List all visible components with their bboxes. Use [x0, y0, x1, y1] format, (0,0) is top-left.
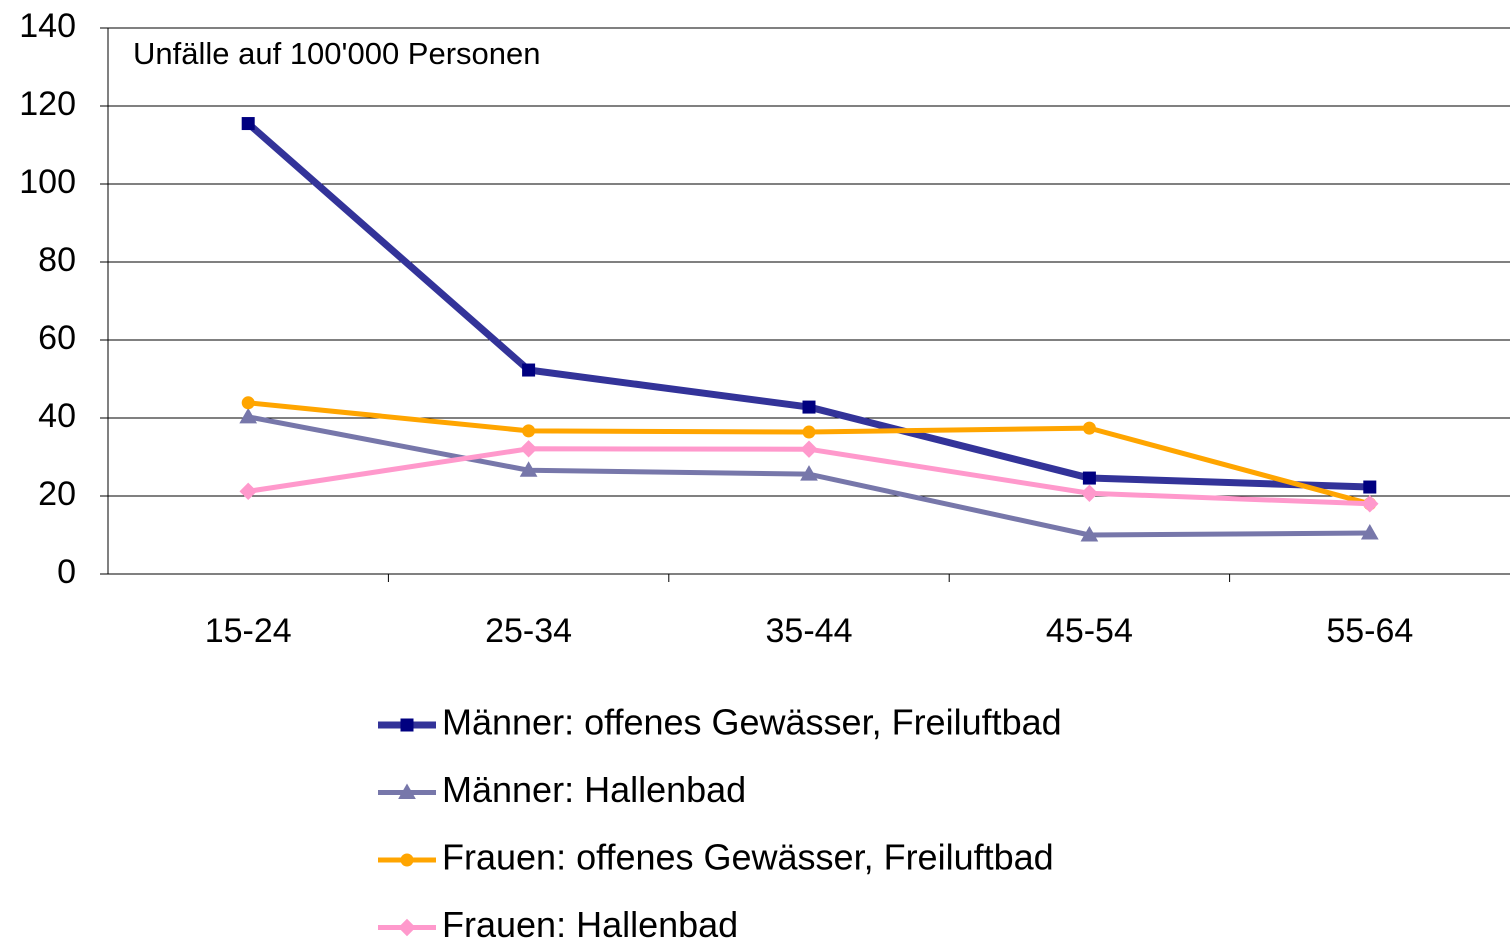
marker: [400, 718, 414, 732]
legend-label: Frauen: Hallenbad: [442, 904, 738, 944]
x-tick-label: 15-24: [205, 612, 292, 650]
marker: [800, 440, 818, 458]
marker: [522, 363, 536, 377]
y-tick-label: 40: [38, 397, 76, 435]
x-tick-label: 25-34: [485, 612, 572, 650]
annotation: Unfälle auf 100'000 Personen: [133, 36, 541, 71]
marker: [1082, 421, 1096, 435]
marker: [241, 117, 255, 131]
x-tick-label: 35-44: [766, 612, 853, 650]
marker: [519, 440, 538, 458]
legend-label: Frauen: offenes Gewässer, Freiluftbad: [442, 837, 1054, 878]
marker: [1080, 484, 1099, 502]
marker: [1082, 471, 1096, 485]
y-tick-label: 100: [19, 163, 76, 201]
marker: [239, 407, 258, 424]
marker: [522, 424, 536, 438]
y-tick-label: 20: [38, 475, 76, 513]
marker: [241, 396, 255, 410]
y-tick-label: 0: [57, 553, 76, 591]
marker: [1080, 525, 1099, 542]
y-tick-label: 60: [38, 319, 76, 357]
marker: [802, 400, 816, 414]
marker: [1363, 480, 1377, 494]
marker: [239, 482, 257, 501]
marker: [398, 918, 416, 937]
marker: [1360, 524, 1379, 540]
x-tick-label: 45-54: [1046, 612, 1133, 650]
marker: [800, 465, 818, 481]
y-tick-label: 80: [38, 241, 76, 279]
legend-item: Männer: Hallenbad: [378, 769, 746, 810]
marker: [1361, 495, 1379, 513]
legend-item: Frauen: offenes Gewässer, Freiluftbad: [378, 837, 1054, 878]
x-tick-label: 55-64: [1326, 612, 1413, 650]
legend-item: Frauen: Hallenbad: [378, 904, 738, 944]
marker: [519, 461, 538, 477]
marker: [802, 425, 816, 439]
y-tick-label: 120: [19, 85, 76, 123]
legend-item: Männer: offenes Gewässer, Freiluftbad: [378, 702, 1062, 743]
legend-label: Männer: Hallenbad: [442, 769, 746, 810]
y-tick-label: 140: [19, 7, 76, 45]
marker: [398, 783, 416, 799]
legend-label: Männer: offenes Gewässer, Freiluftbad: [442, 702, 1062, 743]
marker: [400, 853, 414, 867]
